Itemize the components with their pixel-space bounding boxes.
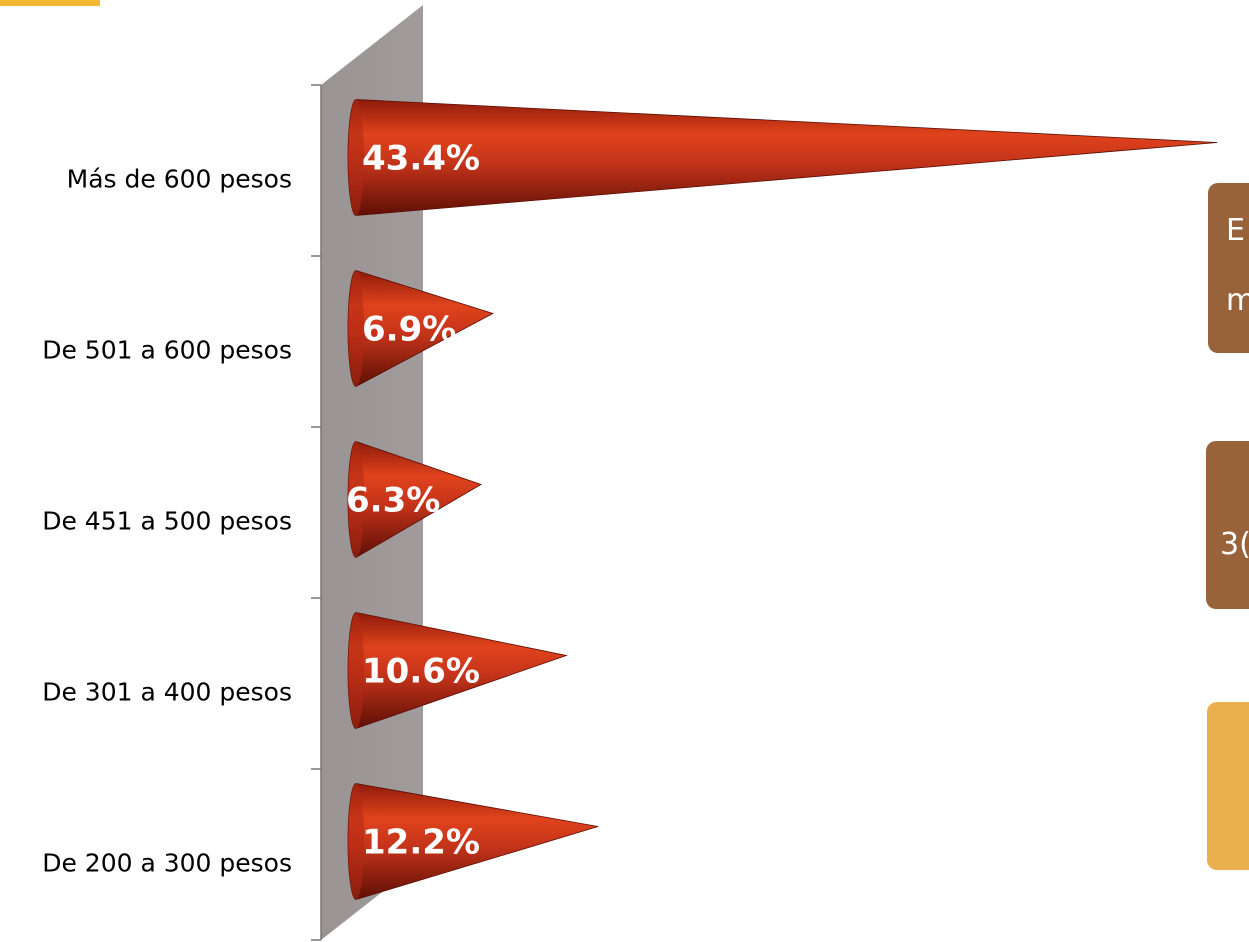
callout-text: m [1226, 283, 1249, 318]
value-label-de-451-a-500-pesos: 6.3% [346, 481, 440, 521]
cone-base-de-451-a-500-pesos [348, 441, 364, 558]
category-label-mas-de-600-pesos: Más de 600 pesos [67, 165, 292, 194]
corner-accent [0, 0, 100, 6]
cone-base-mas-de-600-pesos [348, 99, 364, 216]
value-label-de-200-a-300-pesos: 12.2% [362, 823, 480, 863]
callout-panel-3 [1207, 702, 1249, 870]
callout-text: 3( [1220, 527, 1249, 562]
category-label-de-301-a-400-pesos: De 301 a 400 pesos [42, 678, 292, 707]
category-label-de-451-a-500-pesos: De 451 a 500 pesos [42, 507, 292, 536]
callout-panel-2: 3( [1206, 441, 1249, 609]
value-label-de-301-a-400-pesos: 10.6% [362, 652, 480, 692]
value-label-mas-de-600-pesos: 43.4% [362, 139, 480, 179]
value-label-de-501-a-600-pesos: 6.9% [362, 310, 456, 350]
cone-base-de-200-a-300-pesos [348, 783, 364, 900]
category-label-de-501-a-600-pesos: De 501 a 600 pesos [42, 336, 292, 365]
category-label-de-200-a-300-pesos: De 200 a 300 pesos [42, 849, 292, 878]
callout-text: E [1226, 213, 1245, 248]
cone-base-de-501-a-600-pesos [348, 270, 364, 387]
cone-base-de-301-a-400-pesos [348, 612, 364, 729]
